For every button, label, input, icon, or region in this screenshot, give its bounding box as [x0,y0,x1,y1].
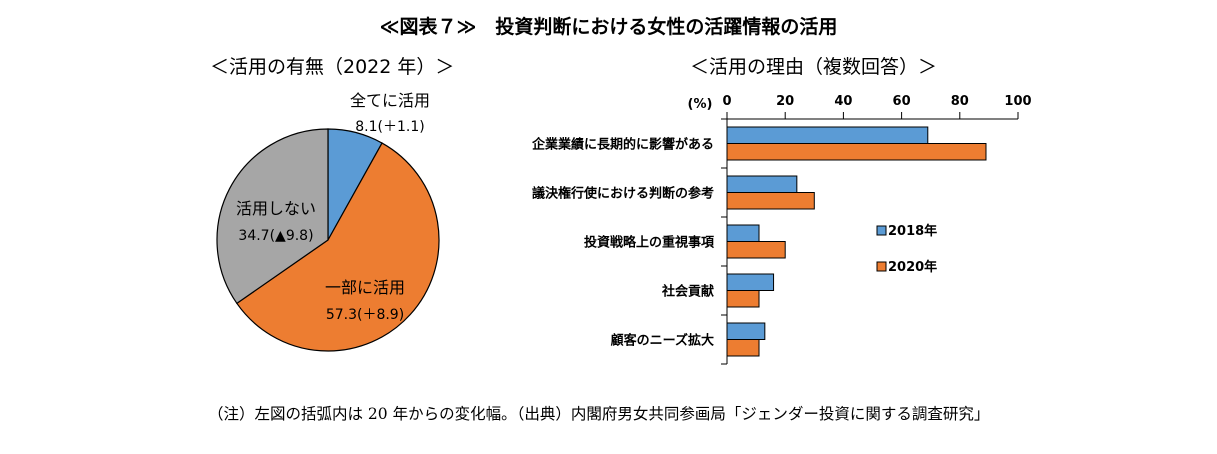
pie-slice-partial [236,142,440,352]
bar-chart-title: ＜活用の理由（複数回答）＞ [690,56,938,78]
pie-slice-none [216,128,329,305]
pie-chart-title: ＜活用の有無（2022 年）＞ [210,56,455,78]
category-label: 社会貢献 [661,284,714,300]
category-label: 顧客のニーズ拡大 [611,333,714,349]
pie-label-all: 全てに活用 [350,91,430,110]
x-tick-label: 60 [893,94,911,109]
bar-2020年-1 [726,192,815,210]
x-axis-unit: (%) [688,97,713,112]
bar-2018年-2 [726,224,760,242]
bar-2018年-0 [726,126,929,144]
bar-2020年-2 [726,241,786,259]
x-tick-label: 40 [834,94,852,109]
bar-2018年-4 [726,322,766,340]
pie-label-partial: 一部に活用 [325,278,405,297]
bar-chart: (%) 0 20 40 60 80 100 企業業績に長期的に影響がある議決権行使における… [531,94,1032,365]
legend-swatch [876,261,887,272]
legend-label: 2020年 [888,259,937,275]
x-tick-label: 20 [776,94,794,109]
pie-chart: 全てに活用 8.1(＋1.1) 一部に活用 57.3(＋8.9) 活用しない 3… [216,91,440,352]
bar-2018年-1 [726,175,798,193]
x-tick-label: 80 [951,94,969,109]
figure-title: ≪図表７≫ 投資判断における女性の活躍情報の活用 [379,16,838,38]
bar-2020年-3 [726,290,760,308]
legend-swatch [876,225,887,236]
legend-label: 2018年 [888,223,937,239]
footnote: （注）左図の括弧内は 20 年からの変化幅。（出典）内閣府男女共同参画局「ジェン… [208,405,990,423]
pie-label-none: 活用しない [236,199,316,218]
bar-2020年-4 [726,339,760,357]
pie-value-none: 34.7(▲9.8) [238,228,313,244]
category-label: 投資戦略上の重視事項 [584,235,715,251]
x-tick-label: 0 [722,94,731,109]
x-tick-label: 100 [1004,94,1031,109]
bar-2020年-0 [726,143,987,161]
category-label: 企業業績に長期的に影響がある [531,137,714,153]
pie-value-all: 8.1(＋1.1) [355,119,424,135]
category-label: 議決権行使における判断の参考 [532,186,714,202]
bar-2018年-3 [726,273,775,291]
pie-value-partial: 57.3(＋8.9) [326,307,404,323]
